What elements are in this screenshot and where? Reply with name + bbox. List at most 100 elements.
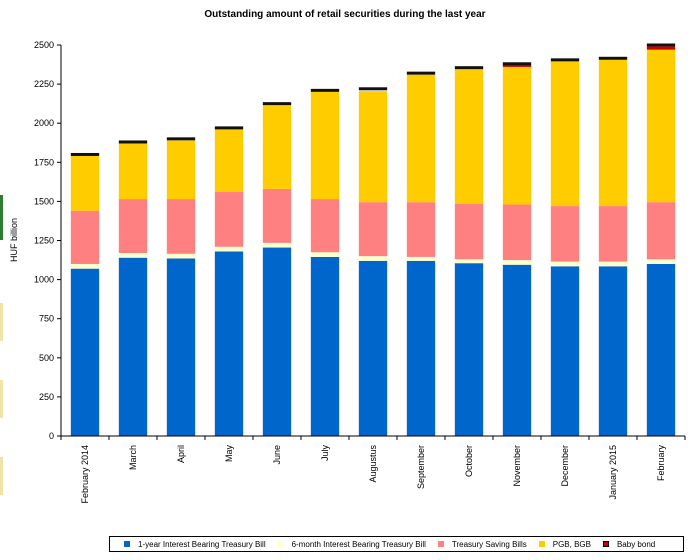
bar-segment-3-4 (262, 105, 292, 189)
bar-segment-2-9 (502, 204, 532, 261)
x-tick-label-7: September (416, 445, 426, 489)
legend-item-2: Treasury Saving Bills (437, 539, 527, 549)
legend-item-3: PGB, BGB (538, 540, 591, 549)
y-tick-label-250: 250 (39, 392, 54, 402)
bar-segment-1-10 (550, 261, 580, 267)
legend-label-4: Baby bond (616, 539, 656, 549)
bar-segment-2-8 (454, 203, 484, 260)
bar-top-cap-0 (70, 152, 100, 156)
x-tick-label-6: Augustus (368, 445, 378, 483)
bar-segment-3-12 (646, 49, 676, 203)
y-tick-label-750: 750 (39, 314, 54, 324)
x-tick-label-8: October (464, 445, 474, 477)
bar-segment-0-8 (454, 263, 484, 436)
bar-top-cap-4 (262, 102, 292, 106)
bar-segment-3-3 (214, 129, 244, 193)
legend-swatch-3 (538, 541, 545, 547)
legend-swatch-2 (437, 541, 444, 547)
bar-top-cap-6 (358, 87, 388, 91)
bar-segment-0-3 (214, 251, 244, 436)
bar-segment-0-12 (646, 263, 676, 436)
y-tick-label-1750: 1750 (34, 157, 54, 167)
bar-segment-4-9 (502, 64, 532, 67)
legend-label-2: Treasury Saving Bills (451, 539, 527, 549)
y-tick-label-0: 0 (49, 431, 54, 441)
bar-segment-2-12 (646, 202, 676, 260)
y-tick-label-1000: 1000 (34, 275, 54, 285)
y-axis-label: HUF billion (9, 218, 19, 262)
bar-segment-1-2 (166, 253, 196, 259)
bar-segment-2-10 (550, 206, 580, 262)
x-tick-labels: February 2014 March April May June July August… (80, 445, 666, 504)
legend-label-0: 1-year Interest Bearing Treasury Bill (138, 539, 266, 549)
axes-layer (57, 44, 686, 440)
bar-segment-2-5 (310, 199, 340, 253)
legend-swatch-4 (602, 541, 609, 547)
y-tick-label-2000: 2000 (34, 118, 54, 128)
edge-mark-yellow-3 (0, 457, 3, 495)
bar-segment-3-7 (406, 74, 436, 203)
bar-segment-1-11 (598, 261, 628, 267)
y-tick-label-1500: 1500 (34, 196, 54, 206)
bar-top-cap-2 (166, 137, 196, 141)
y-tick-label-2500: 2500 (34, 40, 54, 50)
bar-segment-1-1 (118, 253, 148, 258)
bar-segment-3-1 (118, 141, 148, 200)
x-tick-label-3: May (224, 445, 234, 463)
bar-segment-1-5 (310, 252, 340, 257)
x-tick-label-12: February (656, 445, 666, 482)
x-tick-label-4: June (272, 445, 282, 465)
y-tick-label-1250: 1250 (34, 236, 54, 246)
bar-top-cap-9 (502, 62, 532, 66)
edge-mark-yellow-1 (0, 303, 3, 341)
bar-segment-0-10 (550, 266, 580, 436)
bar-segment-3-6 (358, 91, 388, 203)
bar-segment-2-3 (214, 192, 244, 247)
bar-top-cap-5 (310, 88, 340, 92)
bars-layer (70, 43, 676, 436)
y-tick-label-2250: 2250 (34, 79, 54, 89)
bar-segment-1-3 (214, 246, 244, 252)
bar-segment-3-0 (70, 156, 100, 211)
legend-item-0: 1-year Interest Bearing Treasury Bill (124, 540, 266, 549)
x-tick-label-9: November (512, 445, 522, 487)
bar-segment-3-11 (598, 59, 628, 207)
bar-segment-3-8 (454, 69, 484, 204)
x-tick-label-1: March (128, 445, 138, 470)
bar-segment-3-2 (166, 140, 196, 200)
bar-top-cap-3 (214, 126, 244, 130)
x-tick-label-0: February 2014 (80, 445, 90, 504)
bar-segment-0-6 (358, 260, 388, 436)
bar-segment-0-7 (406, 260, 436, 436)
bar-top-cap-1 (118, 140, 148, 144)
bar-segment-1-8 (454, 259, 484, 264)
bar-segment-2-11 (598, 206, 628, 262)
bar-segment-0-4 (262, 247, 292, 436)
edge-mark-yellow-2 (0, 380, 3, 418)
x-tick-label-11: January 2015 (608, 445, 618, 500)
bar-segment-1-0 (70, 263, 100, 269)
bar-segment-1-7 (406, 256, 436, 261)
bar-segment-1-6 (358, 256, 388, 261)
bar-top-cap-11 (598, 56, 628, 60)
bar-top-cap-8 (454, 66, 484, 70)
bar-segment-0-11 (598, 266, 628, 436)
bar-segment-1-9 (502, 260, 532, 265)
bar-segment-2-6 (358, 202, 388, 257)
bar-segment-0-0 (70, 268, 100, 436)
x-tick-label-10: December (560, 445, 570, 487)
bar-top-cap-12 (646, 43, 676, 47)
legend: 1-year Interest Bearing Treasury Bill 6-m… (109, 536, 684, 552)
y-tick-label-500: 500 (39, 353, 54, 363)
bar-segment-1-12 (646, 259, 676, 264)
bar-top-cap-7 (406, 71, 436, 75)
bar-segment-0-9 (502, 264, 532, 436)
legend-label-1: 6-month Interest Bearing Treasury Bill (291, 539, 426, 549)
bar-segment-0-5 (310, 256, 340, 436)
bar-segment-3-5 (310, 91, 340, 200)
legend-swatch-0 (124, 541, 130, 547)
bar-top-cap-10 (550, 58, 580, 62)
bar-segment-3-9 (502, 66, 532, 205)
bar-segment-2-7 (406, 202, 436, 257)
bar-segment-3-10 (550, 61, 580, 207)
